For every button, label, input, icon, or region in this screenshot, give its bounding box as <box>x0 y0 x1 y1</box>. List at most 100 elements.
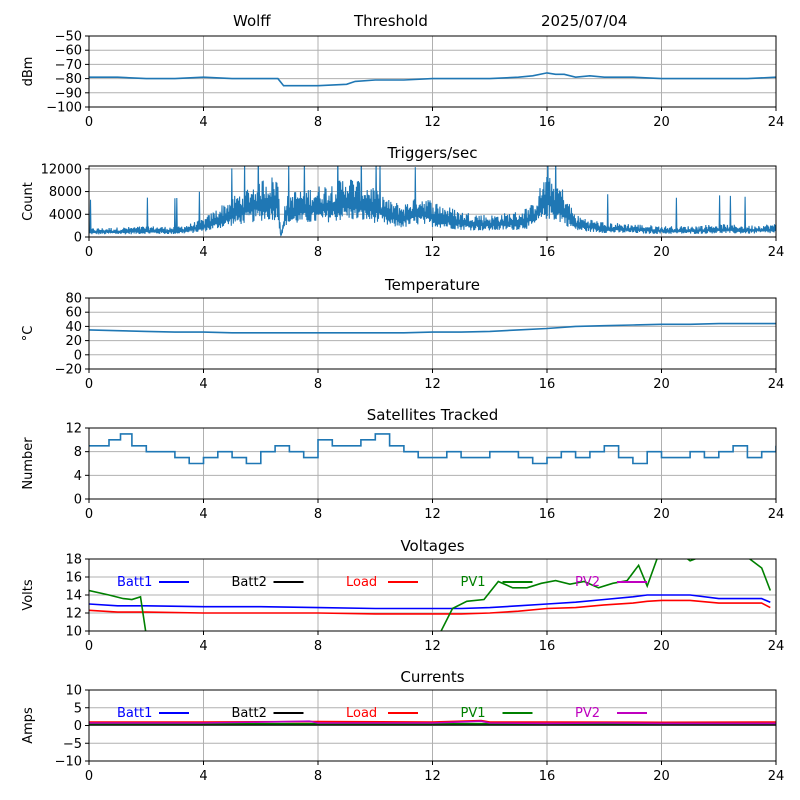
legend-label-batt2: Batt2 <box>232 575 267 590</box>
x-tick-label: 16 <box>539 769 556 784</box>
x-tick-label: 4 <box>199 115 207 130</box>
x-tick-label: 4 <box>199 639 207 654</box>
x-tick-label: 24 <box>768 115 785 130</box>
y-tick-label: 12 <box>65 607 82 622</box>
series-group <box>89 322 776 334</box>
x-tick-label: 8 <box>314 115 322 130</box>
mode-label: Threshold <box>354 12 428 30</box>
x-tick-label: 20 <box>653 769 670 784</box>
x-tick-label: 4 <box>199 377 207 392</box>
date-label: 2025/07/04 <box>541 12 628 30</box>
panel-title: Currents <box>400 668 464 686</box>
series-group <box>89 719 776 726</box>
y-tick-label: 0 <box>74 493 82 508</box>
y-axis-label: Count <box>21 182 36 221</box>
x-tick-label: 20 <box>653 639 670 654</box>
y-tick-label: 14 <box>65 589 82 604</box>
y-tick-label: 10 <box>65 625 82 640</box>
series-line-pv1 <box>89 559 772 631</box>
series-line-load <box>89 599 771 615</box>
panel-title: Temperature <box>384 276 480 294</box>
x-tick-label: 12 <box>424 245 441 260</box>
x-tick-label: 24 <box>768 507 785 522</box>
station-name: Wolff <box>233 12 271 30</box>
legend-label-load: Load <box>346 706 377 721</box>
x-tick-label: 20 <box>653 115 670 130</box>
x-tick-label: 0 <box>85 769 93 784</box>
y-tick-label: 80 <box>65 292 82 307</box>
y-tick-label: −90 <box>55 86 82 101</box>
series-line-p2-0 <box>89 322 776 334</box>
series-line-pv2 <box>89 720 776 725</box>
legend-label-pv2: PV2 <box>575 575 600 590</box>
y-axis-label: Number <box>21 437 36 490</box>
y-tick-label: 4 <box>74 469 82 484</box>
x-tick-label: 0 <box>85 245 93 260</box>
y-tick-label: 12 <box>65 422 82 437</box>
x-tick-label: 24 <box>768 377 785 392</box>
x-tick-label: 8 <box>314 377 322 392</box>
x-tick-label: 4 <box>199 769 207 784</box>
y-tick-label: 18 <box>65 553 82 568</box>
series-group <box>89 166 776 237</box>
x-tick-label: 16 <box>539 245 556 260</box>
x-tick-label: 20 <box>653 507 670 522</box>
legend-label-batt1: Batt1 <box>117 575 152 590</box>
y-tick-label: 16 <box>65 571 82 586</box>
series-line-batt1 <box>89 594 771 610</box>
x-tick-label: 0 <box>85 377 93 392</box>
legend-label-load: Load <box>346 575 377 590</box>
series-line-p3-0 <box>89 433 776 465</box>
x-tick-label: 8 <box>314 639 322 654</box>
x-tick-label: 8 <box>314 245 322 260</box>
panel-title: Voltages <box>400 537 464 555</box>
y-tick-label: −100 <box>46 101 82 116</box>
y-tick-label: 4000 <box>49 208 82 223</box>
x-tick-label: 4 <box>199 245 207 260</box>
legend-label-batt2: Batt2 <box>232 706 267 721</box>
legend-label-pv1: PV1 <box>461 575 486 590</box>
panel-title: Satellites Tracked <box>367 406 498 424</box>
x-tick-label: 24 <box>768 769 785 784</box>
y-tick-label: 20 <box>65 334 82 349</box>
x-tick-label: 0 <box>85 115 93 130</box>
y-tick-label: −60 <box>55 44 82 59</box>
series-line-p1-0 <box>89 166 776 237</box>
x-tick-label: 0 <box>85 507 93 522</box>
x-tick-label: 20 <box>653 377 670 392</box>
x-tick-label: 24 <box>768 245 785 260</box>
x-tick-label: 12 <box>424 377 441 392</box>
x-tick-label: 16 <box>539 507 556 522</box>
y-tick-label: 0 <box>74 231 82 246</box>
y-tick-label: 8 <box>74 445 82 460</box>
x-tick-label: 24 <box>768 639 785 654</box>
y-tick-label: −10 <box>55 755 82 770</box>
y-tick-label: 12000 <box>41 162 82 177</box>
y-tick-label: −50 <box>55 30 82 45</box>
series-group <box>89 559 772 631</box>
legend-label-batt1: Batt1 <box>117 706 152 721</box>
y-axis-label: dBm <box>21 57 36 87</box>
y-tick-label: 60 <box>65 306 82 321</box>
legend-label-pv1: PV1 <box>461 706 486 721</box>
x-tick-label: 0 <box>85 639 93 654</box>
x-tick-label: 12 <box>424 639 441 654</box>
y-tick-label: 40 <box>65 320 82 335</box>
y-axis-label: °C <box>21 326 36 342</box>
y-axis-label: Amps <box>21 707 36 744</box>
x-tick-label: 20 <box>653 245 670 260</box>
y-axis-label: Volts <box>21 579 36 611</box>
y-tick-label: 8000 <box>49 185 82 200</box>
x-tick-label: 12 <box>424 115 441 130</box>
y-tick-label: 10 <box>65 684 82 699</box>
y-tick-label: 0 <box>74 348 82 363</box>
x-tick-label: 16 <box>539 639 556 654</box>
y-tick-label: −70 <box>55 58 82 73</box>
y-tick-label: 0 <box>74 719 82 734</box>
y-tick-label: −20 <box>55 363 82 378</box>
x-tick-label: 4 <box>199 507 207 522</box>
series-line-p0-0 <box>89 72 776 87</box>
x-tick-label: 12 <box>424 507 441 522</box>
legend-label-pv2: PV2 <box>575 706 600 721</box>
series-group <box>89 433 776 465</box>
